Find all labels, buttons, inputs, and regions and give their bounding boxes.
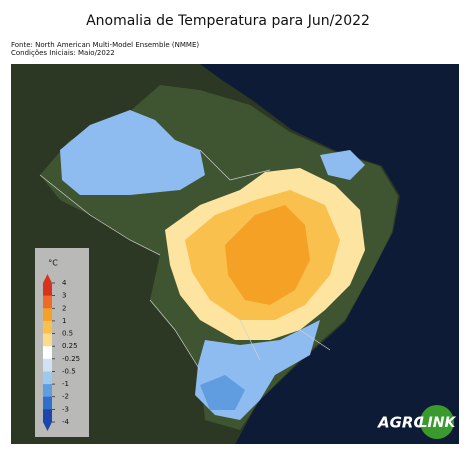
colorbar-segment	[43, 358, 52, 372]
colorbar-unit: °C	[48, 259, 58, 268]
colorbar-tick-label: 4	[62, 279, 67, 287]
anomaly-north	[60, 110, 205, 195]
colorbar-extend-top	[43, 274, 52, 283]
colorbar-segment	[43, 283, 52, 296]
colorbar: °C 4 3 2 1 0.5 0.25 -0.25 -0.5 -1 -2 -3 -4	[35, 248, 89, 437]
borders	[39, 149, 331, 371]
colorbar-tick-label: 3	[62, 292, 66, 300]
logo: AGRO LINK	[377, 405, 456, 439]
colorbar-tick-label: 0.5	[62, 330, 73, 338]
colorbar-segment	[43, 295, 52, 309]
anomaly-south-strong	[200, 375, 245, 410]
colorbar-segment	[43, 308, 52, 322]
colorbar-tick-label: -0.25	[62, 355, 80, 363]
logo-circle	[420, 405, 454, 439]
map	[11, 64, 459, 444]
colorbar-tick-label: -1	[62, 380, 69, 388]
colorbar-segment	[43, 346, 52, 360]
colorbar-segment	[43, 396, 52, 410]
colorbar-tick-label: -4	[62, 418, 70, 426]
title: Anomalia de Temperatura para Jun/2022	[86, 13, 370, 29]
source: Fonte: North American Multi-Model Ensemb…	[11, 41, 199, 49]
colorbar-tick-label: 0.25	[62, 342, 78, 350]
anomaly-northeast	[320, 150, 365, 180]
colorbar-tick-label: -0.5	[62, 367, 76, 375]
colorbar-tick-label: -3	[62, 405, 69, 413]
colorbar-tick-label: 1	[62, 317, 66, 325]
colorbar-segment	[43, 384, 52, 398]
colorbar-segment	[43, 320, 52, 334]
colorbar-segment	[43, 371, 52, 385]
colorbar-segment	[43, 409, 52, 423]
anomaly-hot	[225, 205, 310, 305]
ocean	[200, 64, 459, 444]
logo-word1: AGRO	[377, 414, 426, 432]
colorbar-tick-label: 2	[62, 304, 66, 312]
initial-conditions: Condições Iniciais: Maio/2022	[11, 49, 115, 57]
colorbar-extend-bottom	[43, 422, 52, 431]
logo-word2: LINK	[419, 415, 457, 431]
colorbar-tick-label: -2	[62, 393, 69, 401]
colorbar-segment	[43, 333, 52, 347]
